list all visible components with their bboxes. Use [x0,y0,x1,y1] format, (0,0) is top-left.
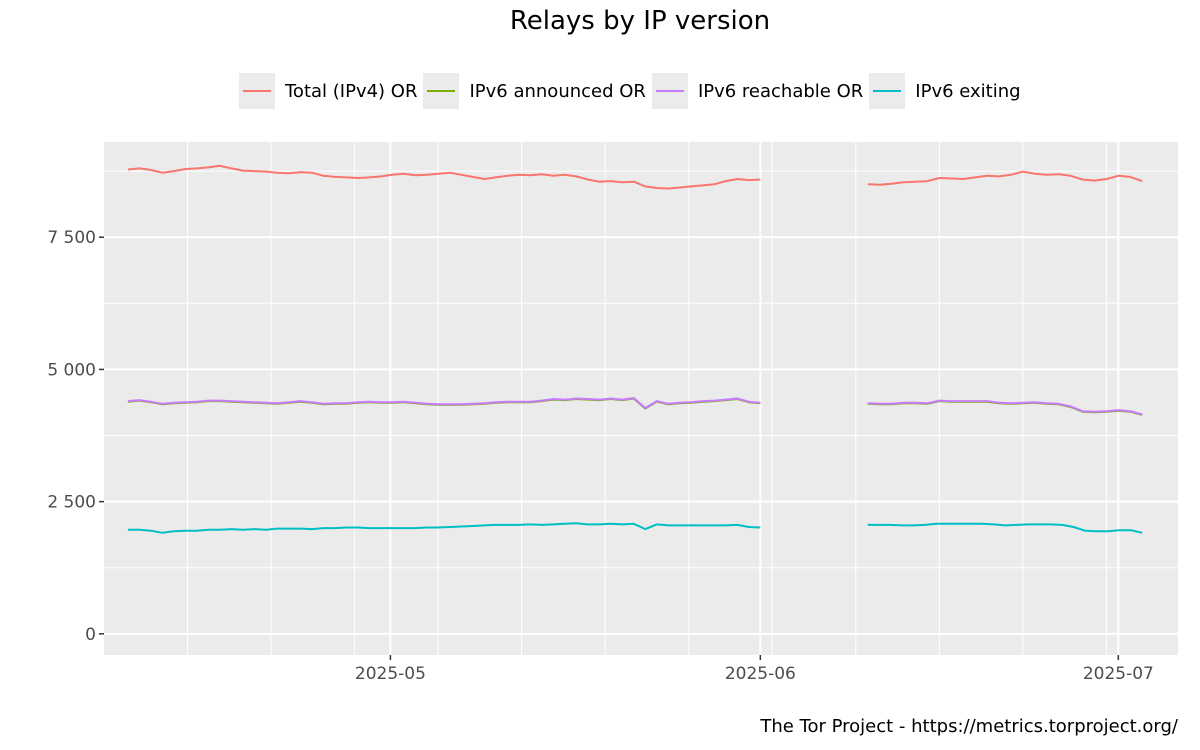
x-tick-label: 2025-07 [1083,664,1154,684]
legend-item: Total (IPv4) OR [239,73,417,109]
legend-key-line [873,90,902,92]
plot-panel [104,142,1178,655]
legend-item: IPv6 exiting [869,73,1021,109]
legend-label: IPv6 reachable OR [697,80,864,102]
y-tick-label: 5 000 [47,360,96,380]
y-tick-label: 2 500 [47,493,96,513]
legend-key [869,73,906,109]
legend-key-line [655,90,684,92]
chart-caption: The Tor Project - https://metrics.torpro… [760,716,1178,737]
legend-key-line [427,90,456,92]
series-line-segment [127,522,761,534]
series-line-segment [127,164,761,190]
series-line-segment [127,397,761,409]
series-line-segment [867,522,1143,534]
y-tick-label: 0 [85,625,96,645]
legend-key [423,73,460,109]
series-line-segment [867,170,1143,186]
series-lines [127,164,1143,534]
legend-key [651,73,688,109]
y-tick-label: 7 500 [47,228,96,248]
gridlines [104,142,1178,655]
legend-item: IPv6 reachable OR [651,73,864,109]
legend-label: IPv6 exiting [915,80,1021,102]
x-tick-label: 2025-06 [725,664,796,684]
legend: Total (IPv4) OR IPv6 announced OR IPv6 rea… [239,72,1027,110]
series-ipv6-reachable-or [127,397,1143,416]
x-tick-label: 2025-05 [355,664,426,684]
legend-key-line [243,90,271,92]
legend-label: Total (IPv4) OR [285,80,418,102]
legend-label: IPv6 announced OR [469,80,646,102]
series-ipv6-exiting [127,522,1143,534]
series-line-segment [867,399,1143,416]
legend-key [239,73,275,109]
plot-background [104,142,1178,655]
series-total-ipv4-or [127,164,1143,190]
legend-item: IPv6 announced OR [423,73,646,109]
chart-title: Relays by IP version [509,6,771,36]
axes: 0 2 500 5 000 7 500 2025-05 2025-06 2025-07 [47,228,1154,684]
